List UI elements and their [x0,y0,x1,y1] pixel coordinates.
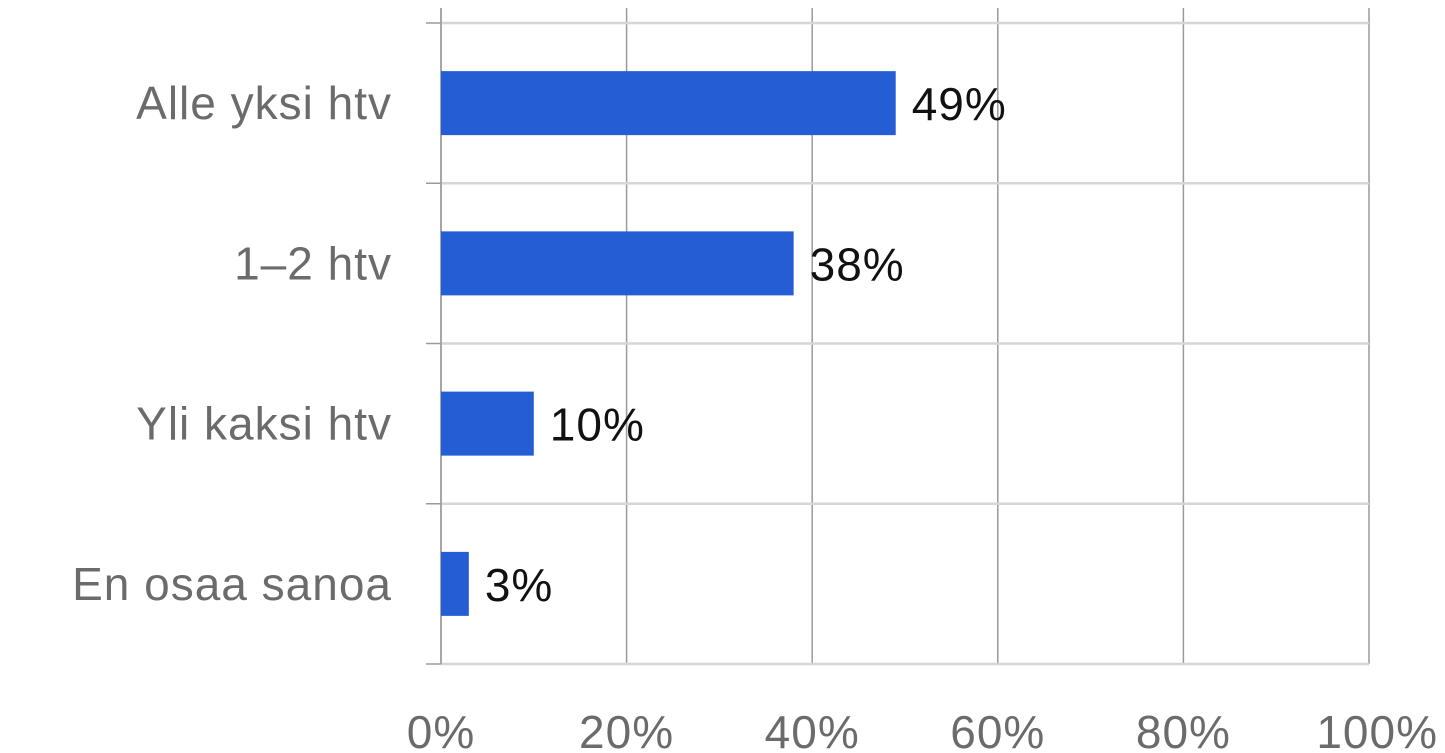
bar-value-label: 3% [485,559,553,611]
x-tick-label: 20% [579,706,674,753]
bar-value-label: 10% [550,399,645,451]
bar [441,71,896,136]
bar [441,391,534,456]
category-label: Yli kaksi htv [136,398,392,450]
x-tick-label: 40% [765,706,860,753]
category-label: Alle yksi htv [136,77,392,129]
x-tick-label: 0% [407,706,475,753]
bar-value-label: 49% [912,78,1007,130]
bar [441,231,794,296]
data-labels: 49% 38% 10% 3% [485,78,1007,611]
x-tick-label: 80% [1136,706,1231,753]
category-label: 1–2 htv [234,237,392,289]
bar-value-label: 38% [810,238,905,290]
category-labels: Alle yksi htv 1–2 htv Yli kaksi htv En osaa… [72,77,392,610]
x-tick-labels: 0% 20% 40% 60% 80% 100% [407,706,1438,753]
bar [441,551,469,616]
bar-series [441,71,896,616]
x-tick-label: 100% [1316,706,1438,753]
x-tick-label: 60% [950,706,1045,753]
category-axis [426,8,442,665]
category-label: En osaa sanoa [72,558,392,610]
